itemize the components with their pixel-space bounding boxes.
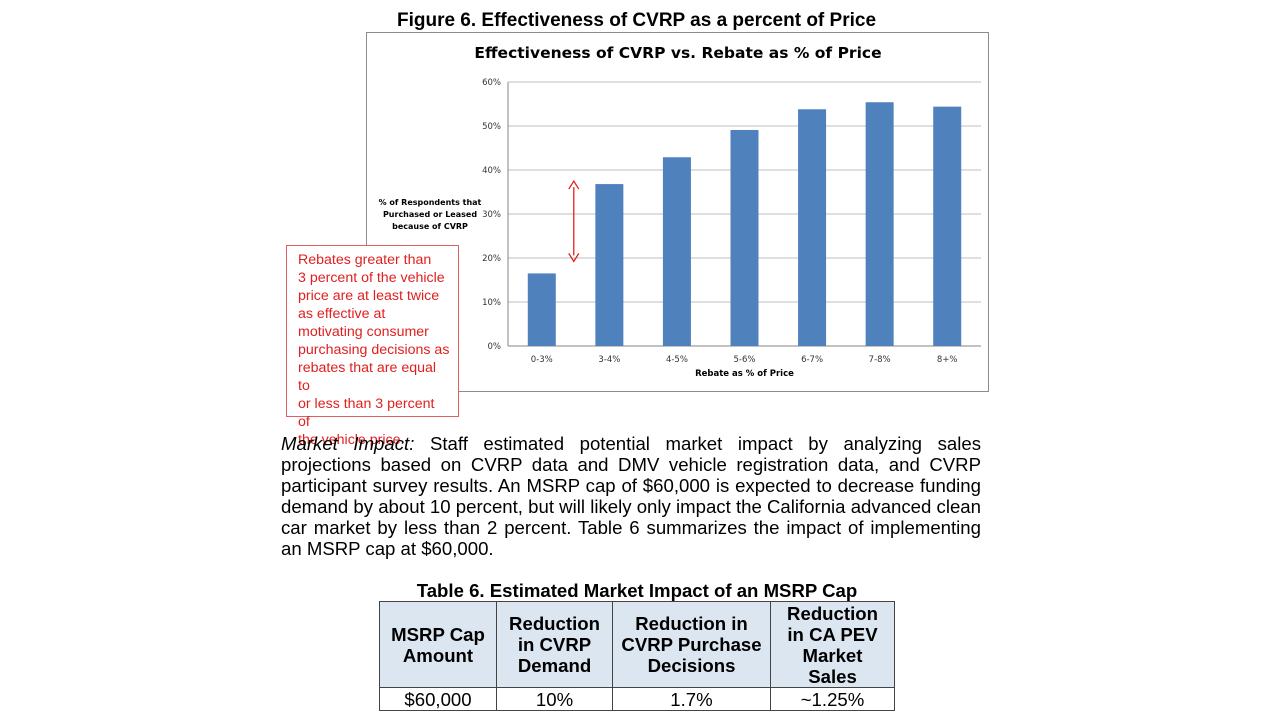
header-line: Reduction (787, 602, 878, 624)
x-tick-label: 4-5% (666, 355, 688, 365)
table-cell: $60,000 (379, 687, 497, 711)
callout-line: Rebates greater than (298, 252, 432, 268)
header-line: Sales (808, 665, 857, 687)
header-line: in CA PEV (787, 623, 878, 645)
table-caption: Table 6. Estimated Market Impact of an M… (416, 580, 858, 601)
annotation-arrow-head-top (568, 179, 580, 190)
y-tick-label: 50% (482, 122, 501, 132)
header-line: Reduction in (635, 613, 748, 634)
x-tick-label: 5-6% (734, 355, 756, 365)
header-line: Reduction (509, 613, 600, 634)
y-tick-label: 30% (482, 210, 501, 220)
header-line: CVRP Purchase (621, 634, 762, 655)
y-tick-label: 60% (482, 78, 501, 88)
y-axis-label-line: because of CVRP (392, 222, 468, 231)
header-line: Market (802, 644, 863, 666)
table-cell: ~1.25% (770, 687, 895, 711)
bar (595, 184, 624, 346)
chart-title: Effectiveness of CVRP vs. Rebate as % of… (474, 44, 881, 62)
y-tick-label: 10% (482, 298, 501, 308)
x-tick-label: 7-8% (869, 355, 891, 365)
market-impact-paragraph: Market Impact: Staff estimated potential… (281, 433, 981, 559)
header-cvrp-demand: Reduction in CVRP Demand (496, 601, 613, 688)
bar (662, 157, 691, 346)
bar (798, 109, 827, 346)
callout-note: Rebates greater than 3 percent of the veh… (286, 245, 459, 448)
callout-line: 3 percent of the vehicle (298, 270, 445, 286)
figure-caption: Figure 6. Effectiveness of CVRP as a per… (396, 10, 877, 31)
bar (730, 129, 759, 346)
table-header-row: MSRP Cap Amount Reduction in CVRP Demand Re… (379, 601, 895, 688)
paragraph-lead: Market Impact: (281, 433, 415, 454)
table-row: $60,000 10% 1.7% ~1.25% (379, 687, 895, 711)
bar (527, 273, 556, 346)
impact-table: MSRP Cap Amount Reduction in CVRP Demand Re… (379, 601, 895, 711)
chart-svg: Effectiveness of CVRP vs. Rebate as % of… (379, 44, 981, 379)
x-tick-label: 0-3% (531, 355, 553, 365)
y-tick-label: 0% (488, 342, 502, 352)
bar (865, 102, 894, 347)
bar (933, 106, 962, 346)
x-axis-label: Rebate as % of Price (695, 369, 794, 379)
header-line: MSRP Cap (391, 623, 485, 645)
callout-line: purchasing decisions as (298, 342, 450, 358)
callout-line: the vehicle price. (298, 432, 405, 448)
x-tick-label: 8+% (937, 355, 958, 365)
header-line: Decisions (647, 655, 736, 676)
callout-line: motivating consumer (298, 324, 429, 340)
y-axis-label-line: Purchased or Leased (383, 210, 477, 219)
header-msrp-cap: MSRP Cap Amount (379, 601, 497, 688)
y-tick-label: 20% (482, 254, 501, 264)
annotation-arrow-head-bottom (568, 253, 580, 263)
header-pev-sales: Reduction in CA PEV Market Sales (770, 601, 895, 688)
table-cell: 1.7% (612, 687, 771, 711)
callout-line: price are at least twice (298, 288, 440, 304)
bar-chart: Effectiveness of CVRP vs. Rebate as % of… (366, 32, 989, 392)
callout-line: rebates that are equal to (298, 360, 437, 394)
x-tick-label: 6-7% (801, 355, 823, 365)
x-tick-label: 3-4% (598, 355, 620, 365)
callout-line: or less than 3 percent of (298, 396, 435, 430)
callout-line: as effective at (298, 306, 386, 322)
table-cell: 10% (496, 687, 613, 711)
y-axis-label-line: % of Respondents that (379, 198, 482, 207)
header-line: Demand (517, 655, 592, 676)
y-tick-label: 40% (482, 166, 501, 176)
header-line: in CVRP (517, 634, 592, 655)
paragraph-body: Staff estimated potential market impact … (281, 433, 981, 559)
header-line: Amount (402, 644, 474, 666)
header-purchase-decisions: Reduction in CVRP Purchase Decisions (612, 601, 771, 688)
